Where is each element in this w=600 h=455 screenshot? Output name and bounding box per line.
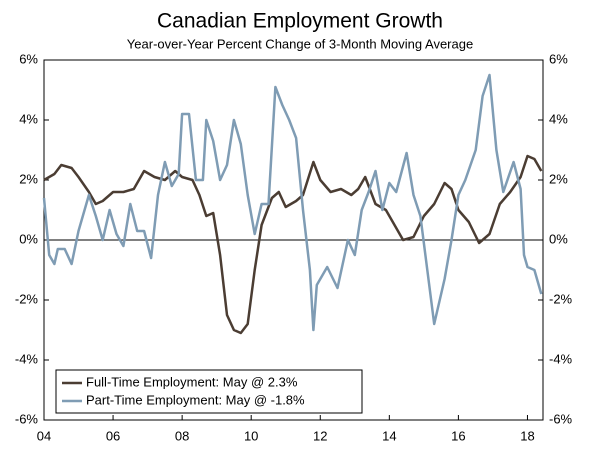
legend-box: [55, 369, 363, 414]
y2-tick-label: -2%: [549, 291, 573, 306]
y-tick-label: 0%: [19, 231, 38, 246]
series-line: [43, 154, 543, 335]
x-tick-label: 16: [451, 428, 465, 443]
y-tick-label: 2%: [19, 171, 38, 186]
x-tick-label: 10: [244, 428, 258, 443]
y-tick-label: -6%: [15, 411, 39, 426]
y2-tick-label: 6%: [549, 51, 568, 66]
y2-tick-label: 0%: [549, 231, 568, 246]
y2-tick-label: 4%: [549, 111, 568, 126]
x-tick-label: 14: [382, 428, 396, 443]
chart-title: Canadian Employment Growth: [157, 10, 443, 33]
y-tick-label: 4%: [19, 111, 38, 126]
x-tick-label: 04: [37, 428, 51, 443]
legend-label: Part-Time Employment: May @ -1.8%: [86, 392, 305, 407]
x-tick-label: 12: [313, 428, 327, 443]
series-line: [42, 73, 543, 332]
y2-tick-label: -6%: [549, 411, 573, 426]
y2-tick-label: 2%: [549, 171, 568, 186]
x-tick-label: 18: [520, 428, 534, 443]
x-tick-label: 08: [175, 428, 189, 443]
x-tick-label: 06: [106, 428, 120, 443]
y-tick-label: -2%: [15, 291, 39, 306]
legend-label: Full-Time Employment: May @ 2.3%: [86, 374, 298, 389]
y-tick-label: -4%: [15, 351, 39, 366]
chart-subtitle: Year-over-Year Percent Change of 3-Month…: [127, 36, 473, 51]
y-tick-label: 6%: [19, 51, 38, 66]
y2-tick-label: -4%: [549, 351, 573, 366]
